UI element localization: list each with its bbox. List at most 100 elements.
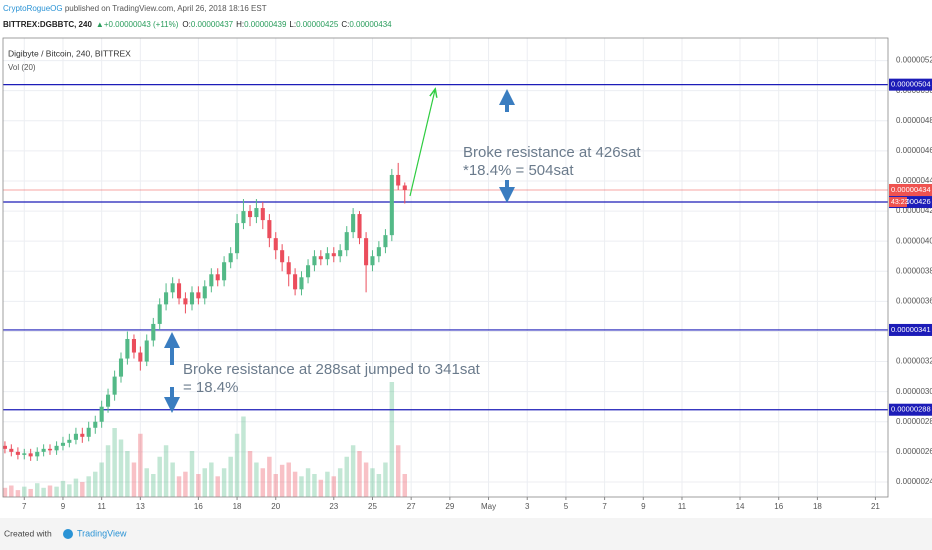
volume-bar — [99, 462, 104, 497]
volume-bar — [312, 474, 317, 497]
volume-bar — [2, 487, 8, 497]
x-tick-label: 9 — [641, 502, 646, 511]
candle-body — [389, 174, 394, 236]
price-tag — [889, 323, 932, 336]
volume-bar — [93, 471, 98, 497]
o-label: O: — [182, 20, 190, 29]
last-price-label: 0.00000434 — [891, 185, 931, 194]
x-tick-label: 3 — [525, 502, 530, 511]
volume-bar — [118, 439, 124, 497]
candle-body — [105, 394, 111, 407]
candle-body — [331, 253, 336, 257]
candle-body — [183, 298, 188, 305]
candle-body — [28, 453, 33, 457]
chart-title: Digibyte / Bitcoin, 240, BITTREX — [8, 48, 131, 58]
volume-bar — [41, 487, 46, 497]
price-tag-label: 0.00000504 — [891, 80, 931, 89]
change: ▲+0.00000043 (+11%) — [96, 20, 179, 29]
annotation: *18.4% = 504sat — [463, 162, 574, 179]
x-tick-label: 18 — [813, 502, 822, 511]
candle-body — [235, 223, 240, 254]
x-tick-label: 25 — [368, 502, 377, 511]
volume-bar — [286, 462, 291, 497]
candle-body — [86, 427, 91, 437]
candle-body — [80, 433, 85, 437]
candle-body — [99, 406, 104, 422]
candle-body — [351, 214, 356, 233]
candle-body — [286, 262, 291, 275]
x-tick-label: 27 — [407, 502, 416, 511]
footer-brand: TradingView — [77, 528, 127, 538]
volume-bar — [105, 445, 111, 497]
volume-bar — [389, 382, 395, 497]
x-tick-label: 7 — [22, 502, 27, 511]
price-tag-label: 0.00000426 — [891, 197, 931, 206]
volume-bar — [325, 471, 330, 497]
price-tag-label: 0.00000288 — [891, 405, 931, 414]
candle-body — [222, 262, 227, 281]
volume-bar — [247, 451, 253, 497]
candle-body — [157, 304, 162, 324]
annotation: Broke resistance at 288sat jumped to 341… — [183, 361, 481, 378]
volume-bar — [86, 476, 91, 497]
volume-bar — [228, 456, 233, 497]
candle-body — [202, 286, 207, 299]
price-tag — [889, 403, 932, 416]
candle-body — [9, 448, 14, 452]
candle-body — [118, 358, 124, 377]
candle-body — [312, 256, 317, 266]
volume-bar — [221, 468, 227, 497]
volume-bar — [363, 462, 369, 497]
footer — [0, 518, 932, 550]
c-label: C: — [341, 20, 349, 29]
volume-bar — [402, 474, 408, 497]
symbol: BITTREX:DGBBTC, 240 — [3, 20, 92, 29]
volume-bar — [299, 476, 304, 497]
volume-bar — [112, 428, 117, 497]
x-tick-label: 18 — [233, 502, 242, 511]
x-tick-label: 11 — [97, 502, 106, 511]
annotation: = 18.4% — [183, 379, 238, 396]
candle-body — [41, 448, 46, 452]
h: 0.00000439 — [244, 20, 287, 29]
c: 0.00000434 — [349, 20, 392, 29]
candle-body — [151, 323, 156, 341]
volume-bar — [196, 474, 201, 497]
candle-body — [131, 338, 137, 353]
x-tick-label: 20 — [271, 502, 280, 511]
candle-body — [293, 274, 298, 290]
volume-bar — [170, 462, 175, 497]
volume-bar — [60, 480, 66, 497]
volume-bar — [189, 451, 195, 497]
candle-body — [170, 283, 175, 293]
x-tick-label: 14 — [736, 502, 745, 511]
candle-body — [73, 433, 78, 440]
volume-bar — [395, 445, 401, 497]
x-tick-label: 16 — [774, 502, 783, 511]
x-tick-label: 29 — [445, 502, 454, 511]
volume-bar — [254, 462, 259, 497]
volume-bar — [273, 474, 278, 497]
candle-body — [22, 453, 27, 455]
candle-body — [15, 451, 20, 455]
volume-bar — [138, 433, 143, 497]
volume-bar — [279, 464, 285, 497]
candle-body — [35, 451, 40, 457]
volume-bar — [331, 476, 337, 497]
x-tick-label: 21 — [871, 502, 880, 511]
candle-body — [144, 340, 149, 362]
volume-bar — [202, 468, 207, 497]
volume-bar — [73, 478, 79, 497]
volume-bar — [260, 468, 266, 497]
candle-body — [383, 235, 388, 248]
volume-bar — [234, 433, 240, 497]
candle-body — [402, 185, 407, 190]
